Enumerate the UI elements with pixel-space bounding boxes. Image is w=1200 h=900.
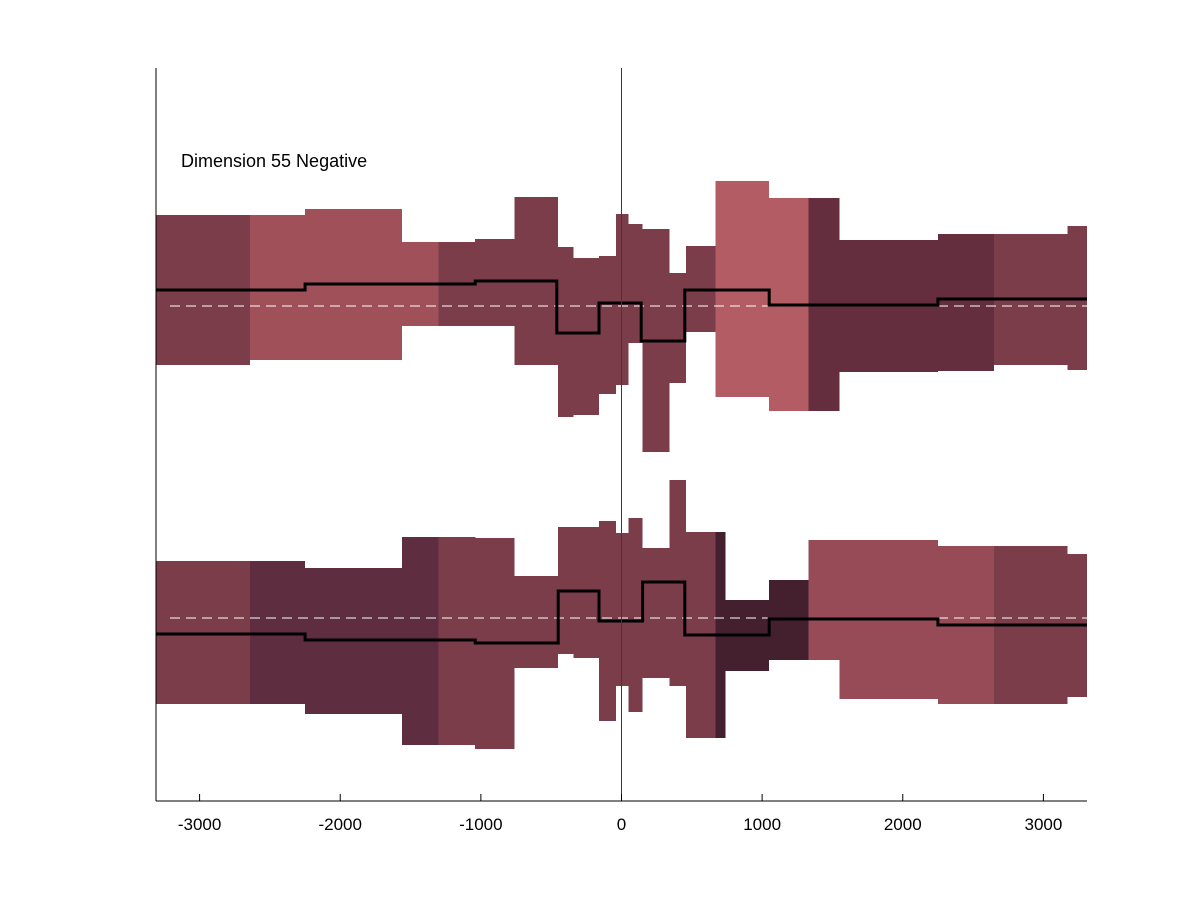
x-tick-label: -3000: [178, 815, 221, 834]
x-tick-label: 1000: [743, 815, 781, 834]
x-tick-label: 0: [617, 815, 626, 834]
interval-block: [599, 256, 616, 394]
interval-block: [628, 518, 643, 712]
interval-block: [615, 214, 629, 385]
track-1: [156, 181, 1087, 452]
x-tick-label: 3000: [1024, 815, 1062, 834]
chart-tracks: [156, 181, 1087, 749]
x-axis-ticks: -3000 -2000 -1000 0 1000 2000 3000: [178, 794, 1062, 834]
x-tick-label: 2000: [884, 815, 922, 834]
track-2: [156, 480, 1087, 749]
interval-block: [514, 576, 559, 668]
series-line: [156, 580, 1087, 645]
interval-block: [669, 273, 687, 383]
x-tick-label: -2000: [318, 815, 361, 834]
chart-annotation: Dimension 55 Negative: [181, 151, 367, 171]
interval-block: [808, 540, 840, 660]
interval-block: [615, 533, 629, 686]
interval-block: [250, 215, 305, 360]
interval-block: [642, 548, 670, 678]
interval-block: [937, 234, 995, 371]
interval-block: [573, 258, 599, 415]
series-line: [156, 279, 1087, 343]
x-tick-label: -1000: [459, 815, 502, 834]
interval-block: [628, 224, 643, 343]
